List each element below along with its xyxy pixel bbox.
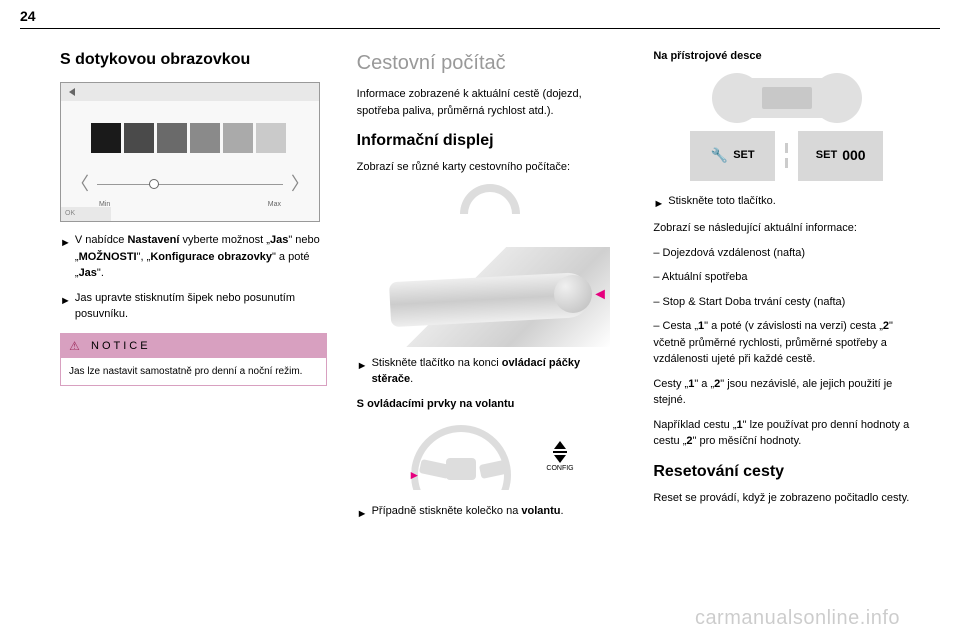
stalk-tip — [554, 275, 592, 313]
set-label: SET — [733, 147, 754, 164]
col3-li2: – Aktuální spotřeba — [653, 269, 920, 286]
column-1: S dotykovou obrazovkou 〈 〉 Mi — [60, 48, 327, 531]
brightness-slider: 〈 〉 — [61, 171, 319, 198]
col3-para4: Například cestu „1" lze používat pro den… — [653, 417, 920, 450]
swatch-5 — [223, 123, 253, 153]
column-2: Cestovní počítač Informace zobrazené k a… — [357, 48, 624, 531]
line-icon — [785, 143, 788, 153]
back-icon — [69, 88, 75, 96]
dashboard-illustration — [712, 73, 862, 123]
stalk-illustration: ◄ — [370, 247, 610, 347]
set-000-label: 000 — [842, 145, 865, 166]
magenta-arrow-icon: ◄ — [592, 283, 608, 307]
col3-sub2-text: Reset se provádí, když je zobrazeno poči… — [653, 490, 920, 507]
triangle-bullet-icon: ► — [653, 196, 664, 213]
col3-heading: Na přístrojové desce — [653, 48, 920, 65]
max-label: Max — [268, 200, 281, 211]
col3-para2: Zobrazí se následující aktuální informac… — [653, 220, 920, 237]
swatch-6 — [256, 123, 286, 153]
wrench-icon: 🔧 — [711, 145, 728, 166]
wheel-controls-illustration: ► CONFIG — [357, 420, 624, 495]
col2-stalk-para: ► Stiskněte tlačítko na konci ovládací p… — [357, 355, 624, 388]
triangle-up-icon — [554, 441, 566, 449]
col2-sub1: Informační displej — [357, 129, 624, 153]
triangle-down-icon — [554, 455, 566, 463]
header-divider — [20, 28, 940, 29]
column-3: Na přístrojové desce 🔧 SET SET 000 ► St — [653, 48, 920, 531]
notice-header: ⚠ NOTICE — [61, 334, 326, 359]
steering-top-illustration — [400, 184, 580, 239]
notice-label: NOTICE — [91, 338, 151, 355]
config-label: CONFIG — [546, 464, 573, 475]
chevron-right-icon: 〉 — [291, 171, 309, 198]
triangle-bullet-icon: ► — [60, 293, 71, 323]
col1-para2: ► Jas upravte stisknutím šipek nebo posu… — [60, 290, 327, 323]
col3-para3: Cesty „1" a „2" jsou nezávislé, ale jeji… — [653, 376, 920, 409]
set-button-wrench: 🔧 SET — [690, 131, 775, 181]
col2-sub1-text: Zobrazí se různé karty cestovního počíta… — [357, 159, 624, 176]
col2-heading: Cestovní počítač — [357, 48, 624, 78]
chevron-left-icon: 〈 — [71, 171, 89, 198]
col3-para1: ► Stiskněte toto tlačítko. — [653, 193, 920, 213]
dash-icon — [553, 451, 567, 453]
notice-box: ⚠ NOTICE Jas lze nastavit samostatně pro… — [60, 333, 327, 387]
dash-screen — [762, 87, 812, 109]
swatch-1 — [91, 123, 121, 153]
color-swatches — [91, 123, 319, 153]
page-number: 24 — [20, 8, 36, 24]
col3-sub2: Resetování cesty — [653, 460, 920, 484]
content-columns: S dotykovou obrazovkou 〈 〉 Mi — [60, 48, 920, 531]
line-icon — [785, 158, 788, 168]
triangle-bullet-icon: ► — [357, 506, 368, 523]
config-control: CONFIG — [546, 441, 573, 475]
col3-li4: – Cesta „1" a poté (v závislosti na verz… — [653, 318, 920, 368]
slider-knob — [149, 179, 159, 189]
col2-wheel-sub: S ovládacími prvky na volantu — [357, 396, 624, 413]
touchscreen-illustration: 〈 〉 Min Max OK — [60, 82, 320, 222]
col2-wheel-para: ► Případně stiskněte kolečko na volantu. — [357, 503, 624, 523]
swatch-2 — [124, 123, 154, 153]
ok-button: OK — [61, 207, 111, 221]
watermark: carmanualsonline.info — [695, 607, 900, 630]
warning-icon: ⚠ — [69, 339, 83, 353]
separator-lines — [785, 143, 788, 168]
col1-para1: ► V nabídce Nastavení vyberte možnost „J… — [60, 232, 327, 282]
col2-intro: Informace zobrazené k aktuální cestě (do… — [357, 86, 624, 119]
wheel-top-arc — [460, 184, 520, 214]
col3-li1: – Dojezdová vzdálenost (nafta) — [653, 245, 920, 262]
slider-track — [97, 184, 283, 185]
wheel-hub — [446, 458, 476, 480]
touchscreen-topbar — [61, 83, 319, 101]
magenta-arrow-icon: ► — [408, 466, 420, 484]
notice-body: Jas lze nastavit samostatně pro denní a … — [61, 358, 326, 385]
triangle-bullet-icon: ► — [60, 235, 71, 282]
swatch-3 — [157, 123, 187, 153]
set-button-000: SET 000 — [798, 131, 883, 181]
swatch-4 — [190, 123, 220, 153]
mini-steering-wheel: ► — [406, 420, 516, 495]
col1-heading: S dotykovou obrazovkou — [60, 48, 327, 72]
col3-li3: – Stop & Start Doba trvání cesty (nafta) — [653, 294, 920, 311]
triangle-bullet-icon: ► — [357, 358, 368, 388]
set-label: SET — [816, 147, 837, 164]
set-buttons-row: 🔧 SET SET 000 — [653, 131, 920, 181]
